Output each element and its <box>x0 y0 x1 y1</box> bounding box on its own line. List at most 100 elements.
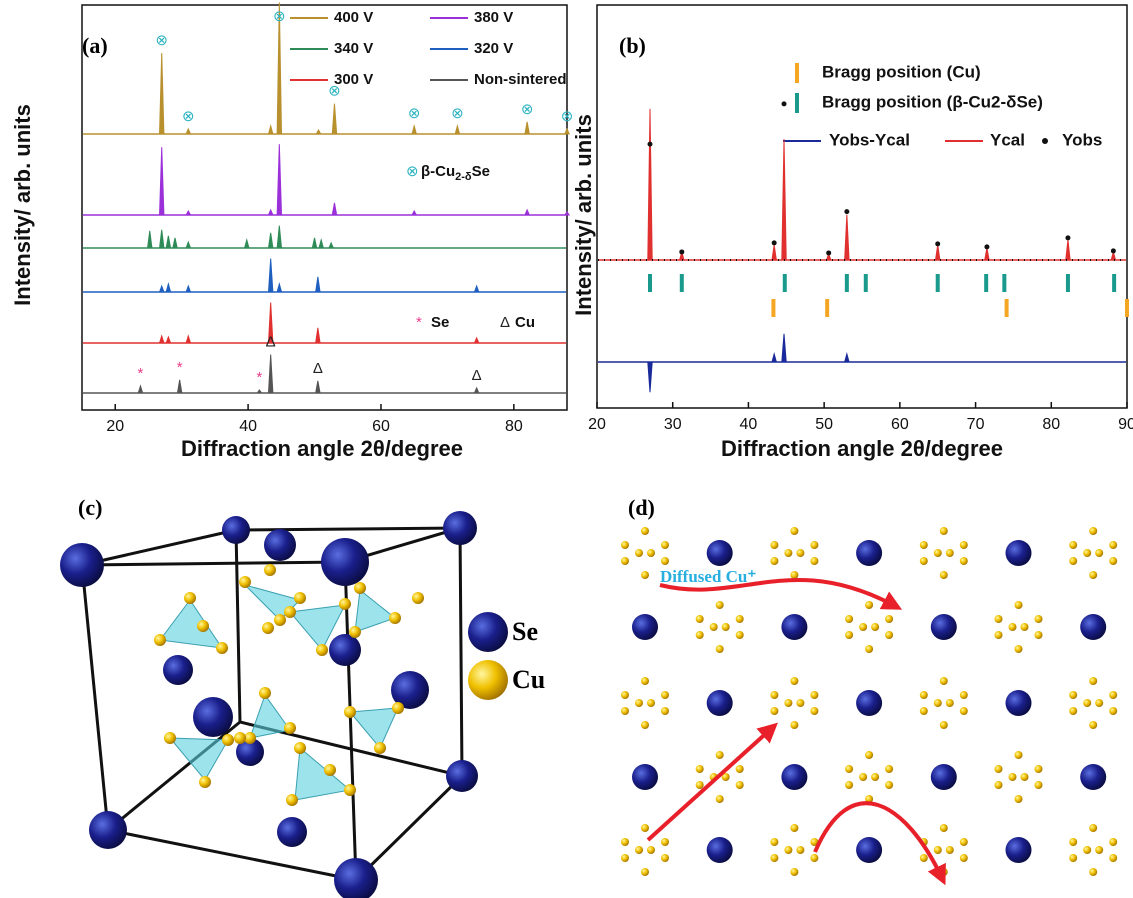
diffusion-panel: (d) Diffused Cu⁺ <box>621 495 1118 886</box>
x-tick-label: 20 <box>106 418 124 435</box>
cu-atom <box>184 592 196 604</box>
obs-point <box>679 249 685 255</box>
key-symbol: Δ <box>500 314 510 331</box>
legend-label: 340 V <box>334 40 373 57</box>
cu-atom <box>859 773 868 781</box>
cu-atom <box>284 722 296 734</box>
se-atom <box>60 543 104 587</box>
x-tick-label: 90 <box>1118 416 1133 433</box>
cu-atom <box>885 615 894 623</box>
cu-atom <box>264 564 276 576</box>
peak-marker: ⊗ <box>273 8 286 25</box>
x-tick-label: 60 <box>372 418 390 435</box>
se-atom <box>222 516 250 544</box>
cu-atom <box>661 557 669 565</box>
se-atom <box>89 811 127 849</box>
cu-atom <box>721 773 730 781</box>
cu-atom <box>164 732 176 744</box>
peak <box>276 2 283 135</box>
obs-point <box>935 241 941 247</box>
cu-atom <box>1095 549 1104 557</box>
peak <box>318 237 325 249</box>
cu-atom <box>994 765 1003 773</box>
cu-atom <box>695 765 704 773</box>
se-atom <box>781 614 808 640</box>
cu-atom <box>294 592 306 604</box>
peak <box>328 241 335 249</box>
x-tick-label: 50 <box>815 416 833 433</box>
bragg-tick <box>935 274 940 292</box>
x-tick-label: 80 <box>505 418 523 435</box>
cu-atom <box>647 846 655 854</box>
peak <box>844 352 850 363</box>
cu-atom <box>244 732 256 744</box>
key-symbol: * <box>416 314 422 331</box>
cu-atom <box>885 631 894 639</box>
cu-atom <box>994 615 1003 623</box>
peak <box>524 208 531 216</box>
bragg-tick <box>782 274 787 292</box>
bragg-tick <box>771 299 776 317</box>
cu-atom <box>959 854 968 862</box>
cu-atom <box>641 824 649 832</box>
cu-atom <box>810 691 819 699</box>
peak <box>473 284 480 293</box>
legend-label: 400 V <box>334 9 373 26</box>
cu-atom <box>810 838 819 846</box>
bragg-tick <box>1112 274 1117 292</box>
peak <box>934 244 941 261</box>
peak <box>267 302 274 344</box>
panel-label: (b) <box>619 33 646 58</box>
cu-atom <box>715 751 724 759</box>
cu-atom <box>324 764 336 776</box>
peak <box>185 334 192 344</box>
cu-atom <box>1089 868 1098 876</box>
cu-atom <box>735 631 744 639</box>
cu-atom <box>1008 623 1017 631</box>
cu-atom <box>885 781 894 789</box>
bragg-tick <box>1125 299 1129 317</box>
cu-atom <box>1069 854 1078 862</box>
obs-point <box>826 250 832 256</box>
peak <box>276 281 283 293</box>
legend-swatch <box>795 93 799 113</box>
cu-atom <box>715 645 724 653</box>
x-axis-label: Diffraction angle 2θ/degree <box>721 436 1003 461</box>
obs-point <box>781 101 787 107</box>
peak <box>315 128 322 135</box>
peak <box>984 247 990 261</box>
cu-atom <box>199 776 211 788</box>
se-atom <box>856 690 883 716</box>
cu-atom <box>1014 751 1023 759</box>
se-atom <box>264 529 296 561</box>
legend-label: Se <box>512 617 538 646</box>
cu-atom <box>933 846 942 854</box>
peak <box>411 123 418 135</box>
peak <box>146 230 153 249</box>
legend-label: Bragg position (Cu) <box>822 62 981 81</box>
key-label: Cu <box>515 314 535 331</box>
cu-atom <box>959 707 968 715</box>
cu-atom <box>865 795 874 803</box>
cu-atom <box>661 854 669 862</box>
peak-marker: * <box>177 359 183 376</box>
x-tick-label: 80 <box>1042 416 1060 433</box>
x-tick-label: 40 <box>740 416 758 433</box>
cu-atom <box>262 622 274 634</box>
peak <box>267 208 274 216</box>
bragg-tick <box>1004 299 1009 317</box>
peak <box>315 327 321 344</box>
obs-point <box>844 209 850 215</box>
peak-marker: ⊗ <box>182 108 195 125</box>
cu-atom <box>770 691 779 699</box>
peak-marker: Δ <box>313 360 323 377</box>
cu-atom <box>715 601 724 609</box>
cu-atom <box>389 612 401 624</box>
cu-atom <box>635 846 643 854</box>
cu-atom <box>810 541 819 549</box>
peak-marker: ⊗ <box>561 108 574 125</box>
peak <box>315 276 321 293</box>
cu-atom <box>939 527 948 535</box>
legend-swatch <box>795 63 799 83</box>
peak <box>172 237 178 249</box>
